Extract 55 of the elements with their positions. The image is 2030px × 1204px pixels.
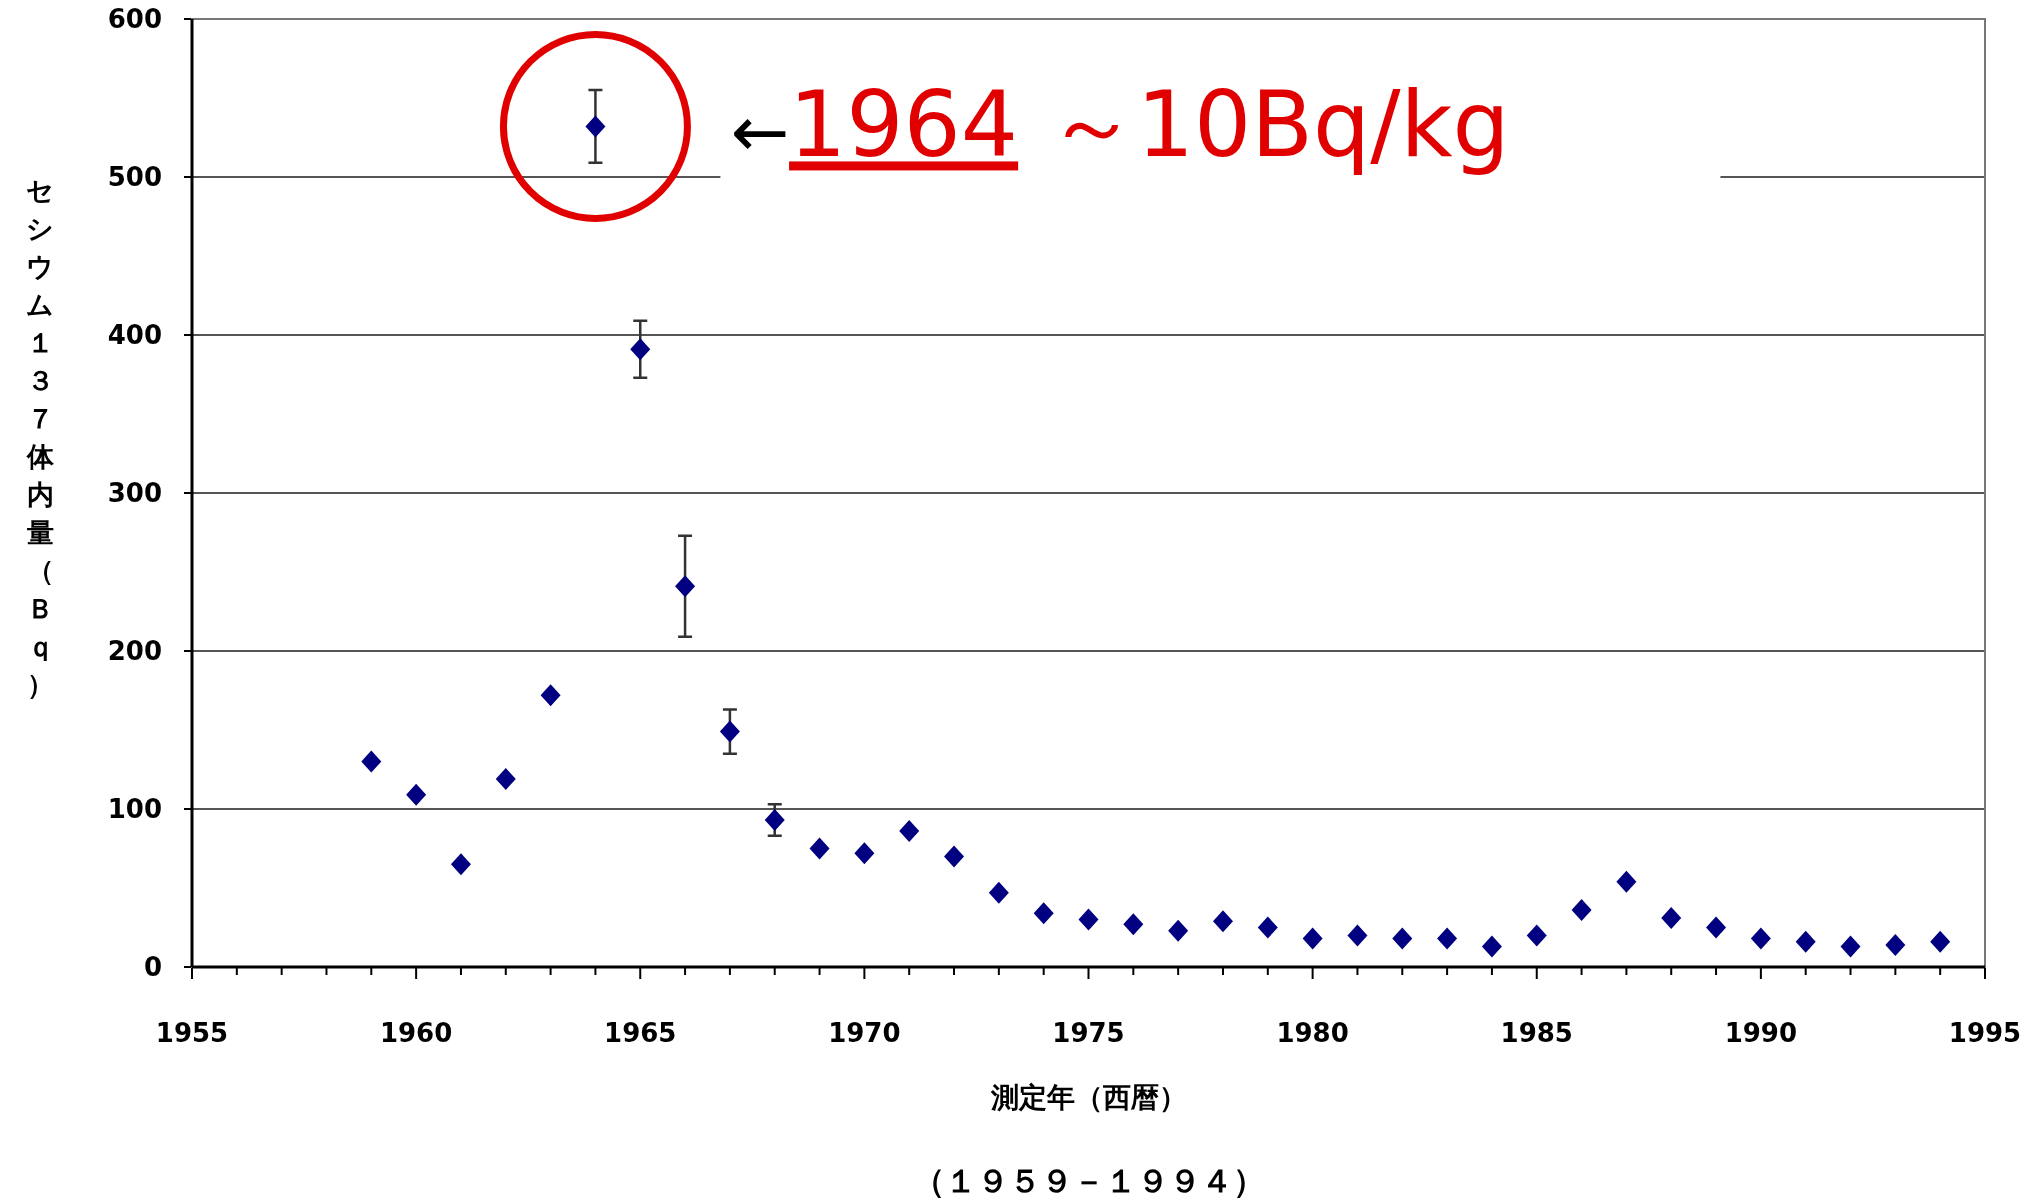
x-tick-label: 1970 bbox=[828, 1018, 901, 1048]
x-tick-label: 1985 bbox=[1500, 1018, 1573, 1048]
point bbox=[1123, 913, 1144, 936]
point bbox=[854, 842, 875, 865]
text: セシウム１３７体内量（Ｂｑ） bbox=[26, 175, 54, 700]
point bbox=[1481, 935, 1502, 958]
y-tick-label: 100 bbox=[107, 794, 162, 824]
point bbox=[1526, 924, 1547, 947]
annotation: ←1964 ～10Bq/kg bbox=[730, 72, 1510, 178]
point bbox=[899, 820, 920, 843]
point bbox=[719, 720, 740, 743]
x-tick-label: 1960 bbox=[379, 1018, 453, 1048]
x-tick-label: 1955 bbox=[155, 1018, 229, 1048]
text: （１９５９－１９９４） bbox=[912, 1162, 1265, 1200]
x-tick-label: 1965 bbox=[604, 1018, 677, 1048]
point bbox=[1661, 907, 1682, 930]
x-axis-title: 測定年（西暦） bbox=[989, 1081, 1187, 1114]
x-tick-label: 1995 bbox=[1948, 1018, 2022, 1048]
x-tick-label: 1975 bbox=[1052, 1018, 1125, 1048]
point bbox=[675, 575, 696, 598]
point bbox=[495, 767, 516, 790]
point bbox=[450, 853, 471, 876]
y-tick-label: 300 bbox=[107, 478, 162, 508]
point bbox=[809, 837, 830, 860]
point bbox=[1750, 927, 1771, 950]
x-tick-label: 1990 bbox=[1724, 1018, 1798, 1048]
point bbox=[1930, 930, 1951, 953]
point bbox=[1840, 935, 1861, 958]
point bbox=[764, 809, 785, 832]
point bbox=[1437, 927, 1458, 950]
point bbox=[1078, 908, 1099, 931]
point bbox=[1257, 916, 1278, 939]
point bbox=[1302, 927, 1323, 950]
point bbox=[361, 750, 382, 773]
point bbox=[1212, 910, 1233, 933]
point bbox=[1033, 902, 1054, 925]
y-tick-label: 600 bbox=[107, 4, 162, 34]
point bbox=[1706, 916, 1727, 939]
point bbox=[1168, 919, 1189, 942]
point bbox=[944, 845, 965, 868]
y-tick-label: 500 bbox=[107, 162, 162, 192]
point bbox=[1347, 924, 1368, 947]
y-tick-label: 200 bbox=[107, 636, 162, 666]
point bbox=[988, 881, 1009, 904]
point bbox=[1571, 899, 1592, 922]
point bbox=[1885, 933, 1906, 956]
point bbox=[1392, 927, 1413, 950]
point bbox=[630, 338, 651, 361]
y-tick-label: 0 bbox=[143, 952, 162, 982]
point bbox=[1795, 930, 1816, 953]
point bbox=[1616, 870, 1637, 893]
point bbox=[540, 684, 561, 707]
point bbox=[406, 783, 427, 806]
y-tick-label: 400 bbox=[107, 320, 162, 350]
x-tick-label: 1980 bbox=[1276, 1018, 1349, 1048]
